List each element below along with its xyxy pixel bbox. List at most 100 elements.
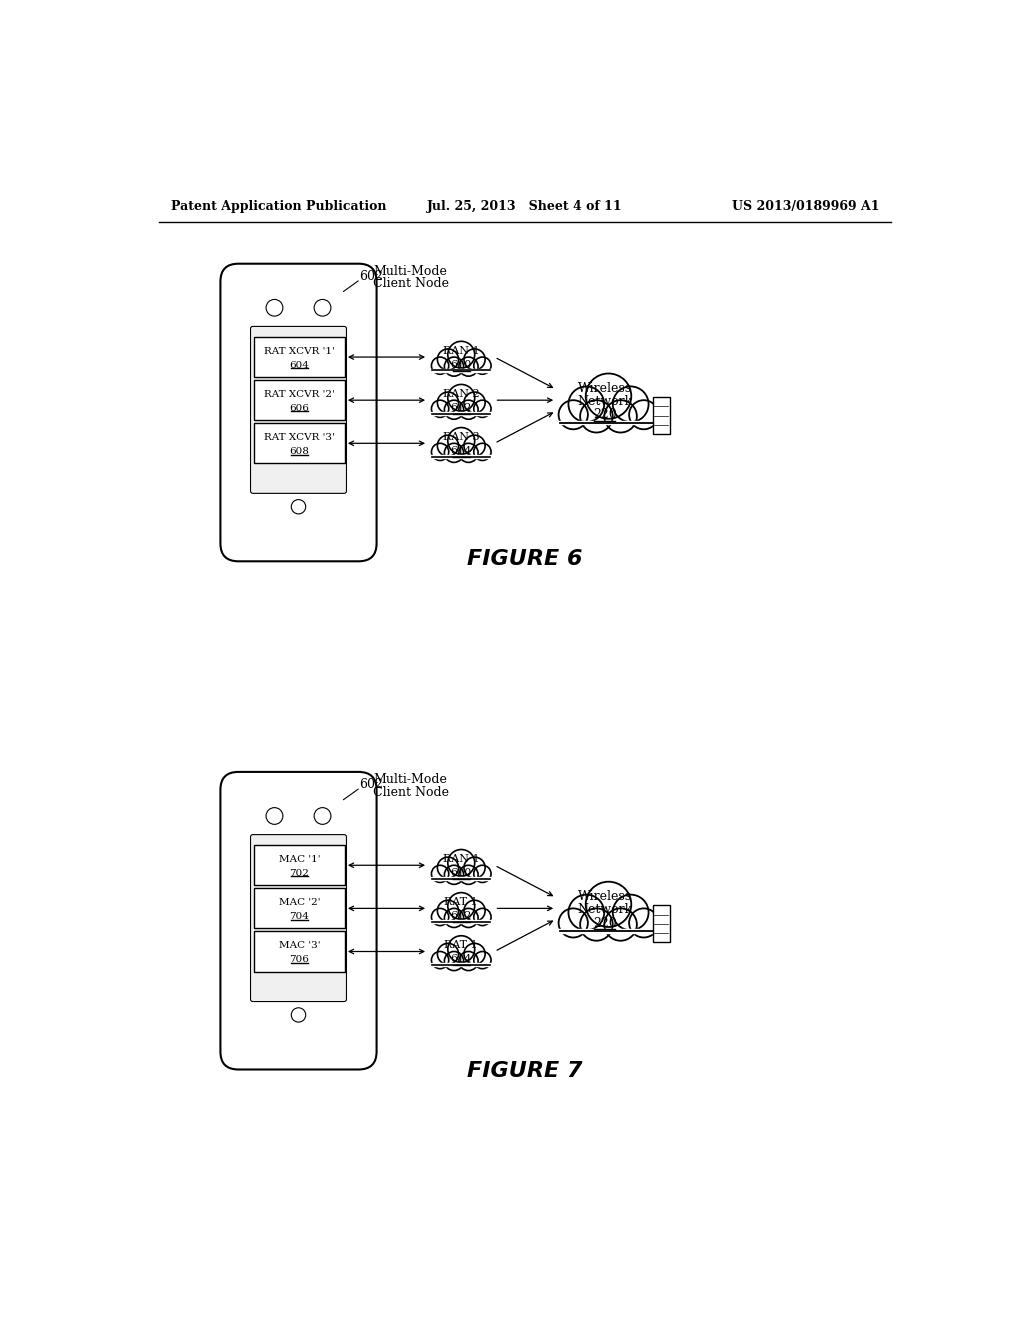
Circle shape	[459, 444, 478, 462]
Bar	[254, 932, 345, 972]
Circle shape	[459, 866, 478, 884]
Text: 610: 610	[451, 360, 472, 370]
FancyBboxPatch shape	[220, 264, 377, 561]
Text: RAN 1: RAN 1	[443, 346, 479, 356]
Circle shape	[474, 908, 492, 925]
Text: 614: 614	[451, 954, 472, 964]
Text: RAN 3: RAN 3	[443, 432, 479, 442]
Text: 612: 612	[451, 911, 472, 921]
Bar	[431, 412, 492, 414]
Circle shape	[464, 944, 485, 965]
Circle shape	[464, 857, 485, 878]
Bar	[431, 368, 492, 372]
Circle shape	[447, 850, 475, 876]
Text: Client Node: Client Node	[373, 785, 449, 799]
Bar	[431, 455, 492, 458]
Circle shape	[459, 908, 478, 928]
Bar	[652, 906, 670, 942]
Bar	[254, 380, 345, 420]
Circle shape	[459, 358, 478, 376]
Circle shape	[558, 908, 588, 937]
Circle shape	[447, 384, 475, 411]
Circle shape	[586, 882, 631, 927]
Circle shape	[474, 952, 492, 969]
Text: Wireless: Wireless	[578, 890, 632, 903]
Circle shape	[629, 908, 658, 937]
Circle shape	[437, 392, 459, 413]
Text: 608: 608	[290, 446, 309, 455]
Circle shape	[431, 908, 449, 925]
Circle shape	[464, 436, 485, 457]
Text: FIGURE 6: FIGURE 6	[467, 549, 583, 569]
Circle shape	[604, 400, 637, 433]
FancyBboxPatch shape	[220, 772, 377, 1069]
Circle shape	[612, 895, 648, 931]
Text: 602: 602	[359, 777, 383, 791]
Circle shape	[444, 908, 464, 928]
Text: 602: 602	[359, 269, 383, 282]
Circle shape	[581, 908, 612, 941]
Text: 614: 614	[451, 446, 472, 455]
Text: RAN 2: RAN 2	[443, 389, 479, 399]
Circle shape	[464, 392, 485, 413]
Text: 606: 606	[290, 404, 309, 413]
Bar	[254, 888, 345, 928]
Circle shape	[459, 400, 478, 420]
Circle shape	[568, 895, 604, 931]
Text: Jul. 25, 2013   Sheet 4 of 11: Jul. 25, 2013 Sheet 4 of 11	[427, 199, 623, 213]
Circle shape	[629, 400, 658, 429]
Text: RAT 1: RAT 1	[444, 940, 478, 950]
Circle shape	[437, 900, 459, 921]
Circle shape	[431, 952, 449, 969]
Text: RAT XCVR '3': RAT XCVR '3'	[264, 433, 335, 442]
Circle shape	[474, 444, 492, 461]
Circle shape	[459, 952, 478, 970]
Circle shape	[447, 892, 475, 919]
Text: 704: 704	[290, 912, 309, 921]
Bar	[431, 876, 492, 880]
Circle shape	[558, 400, 588, 429]
Text: MAC '1': MAC '1'	[279, 855, 321, 863]
Text: Network: Network	[577, 395, 632, 408]
Text: US 2013/0189969 A1: US 2013/0189969 A1	[732, 199, 880, 213]
Text: 612: 612	[451, 403, 472, 413]
Bar	[558, 421, 658, 424]
Text: Multi-Mode: Multi-Mode	[373, 265, 446, 279]
Circle shape	[437, 857, 459, 878]
Circle shape	[431, 444, 449, 461]
Circle shape	[444, 400, 464, 420]
Circle shape	[464, 348, 485, 370]
Circle shape	[431, 356, 449, 375]
Circle shape	[604, 908, 637, 941]
Text: 220: 220	[593, 916, 616, 929]
Circle shape	[444, 952, 464, 970]
Circle shape	[437, 348, 459, 370]
Text: 610: 610	[451, 869, 472, 878]
Bar	[652, 397, 670, 434]
Bar	[431, 920, 492, 923]
Bar	[431, 964, 492, 966]
Text: Client Node: Client Node	[373, 277, 449, 290]
Text: RAT XCVR '1': RAT XCVR '1'	[264, 347, 335, 355]
Text: Multi-Mode: Multi-Mode	[373, 774, 446, 787]
Text: 706: 706	[290, 954, 309, 964]
Circle shape	[431, 866, 449, 883]
Circle shape	[431, 400, 449, 417]
Circle shape	[581, 400, 612, 433]
Circle shape	[474, 356, 492, 375]
Bar	[254, 337, 345, 378]
Bar	[254, 845, 345, 886]
Circle shape	[447, 342, 475, 368]
Text: RAT XCVR '2': RAT XCVR '2'	[264, 389, 335, 399]
Circle shape	[444, 444, 464, 462]
Text: 604: 604	[290, 360, 309, 370]
Text: MAC '2': MAC '2'	[279, 898, 321, 907]
Circle shape	[447, 428, 475, 454]
Text: Wireless: Wireless	[578, 381, 632, 395]
Circle shape	[444, 866, 464, 884]
FancyBboxPatch shape	[251, 326, 346, 494]
Circle shape	[444, 358, 464, 376]
Text: RAT 1: RAT 1	[444, 898, 478, 907]
Text: 702: 702	[290, 869, 309, 878]
Circle shape	[437, 944, 459, 965]
